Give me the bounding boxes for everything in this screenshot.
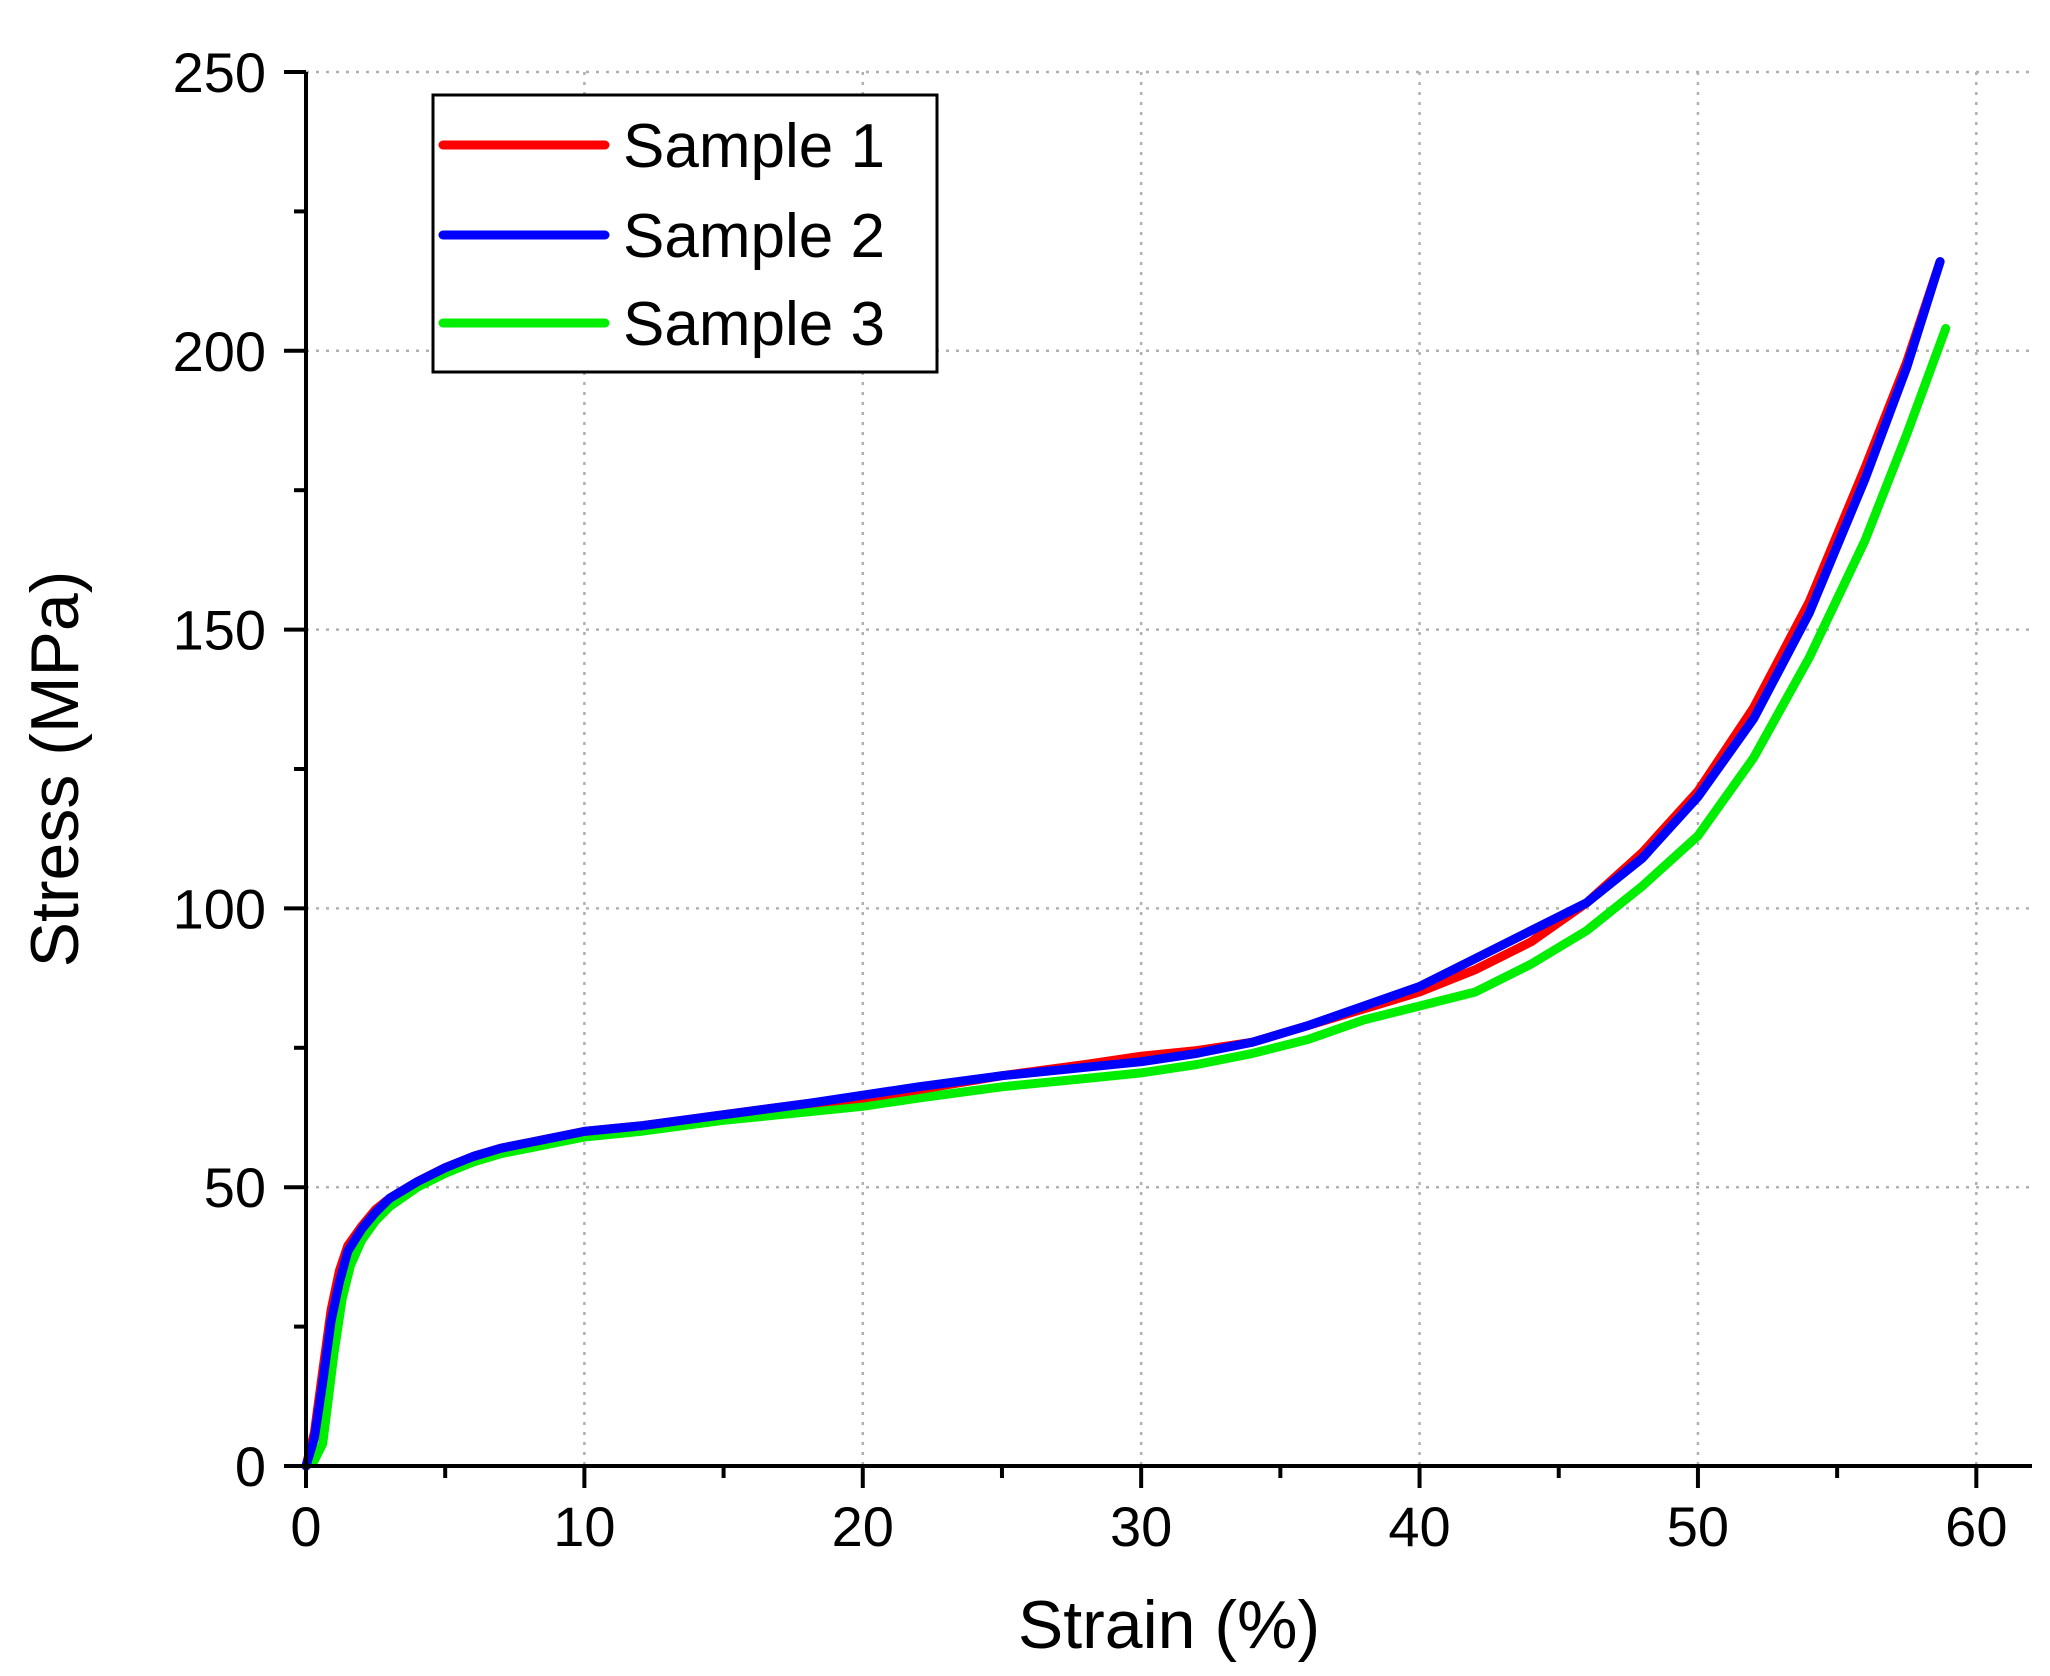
x-tick-label: 50: [1667, 1495, 1729, 1558]
series-line-2: [301, 257, 1945, 1471]
series-lines: [301, 257, 1951, 1471]
y-axis-title: Stress (MPa): [17, 571, 93, 968]
x-tick-label: 60: [1945, 1495, 2007, 1558]
y-tick-label: 0: [235, 1435, 266, 1498]
series-line-1: [301, 257, 1945, 1471]
y-tick-label: 150: [173, 599, 266, 662]
y-tick-label: 250: [173, 41, 266, 104]
legend-label-3: Sample 3: [623, 290, 885, 359]
x-tick-label: 10: [553, 1495, 615, 1558]
x-tick-label: 20: [832, 1495, 894, 1558]
ticks: 0 10 20 30 40 50 60 0 50 100 150 200 250: [173, 41, 2008, 1558]
legend-label-2: Sample 2: [623, 202, 885, 271]
x-tick-label: 0: [290, 1495, 321, 1558]
y-tick-label: 50: [204, 1156, 266, 1219]
x-tick-label: 30: [1110, 1495, 1172, 1558]
grid: [306, 70, 2032, 1466]
y-tick-label: 200: [173, 320, 266, 383]
x-tick-label: 40: [1388, 1495, 1450, 1558]
x-axis-title: Strain (%): [1018, 1587, 1320, 1663]
legend: Sample 1 Sample 2 Sample 3: [431, 93, 939, 374]
legend-label-1: Sample 1: [623, 112, 885, 181]
series-line-3: [301, 324, 1951, 1471]
y-tick-label: 100: [173, 877, 266, 940]
